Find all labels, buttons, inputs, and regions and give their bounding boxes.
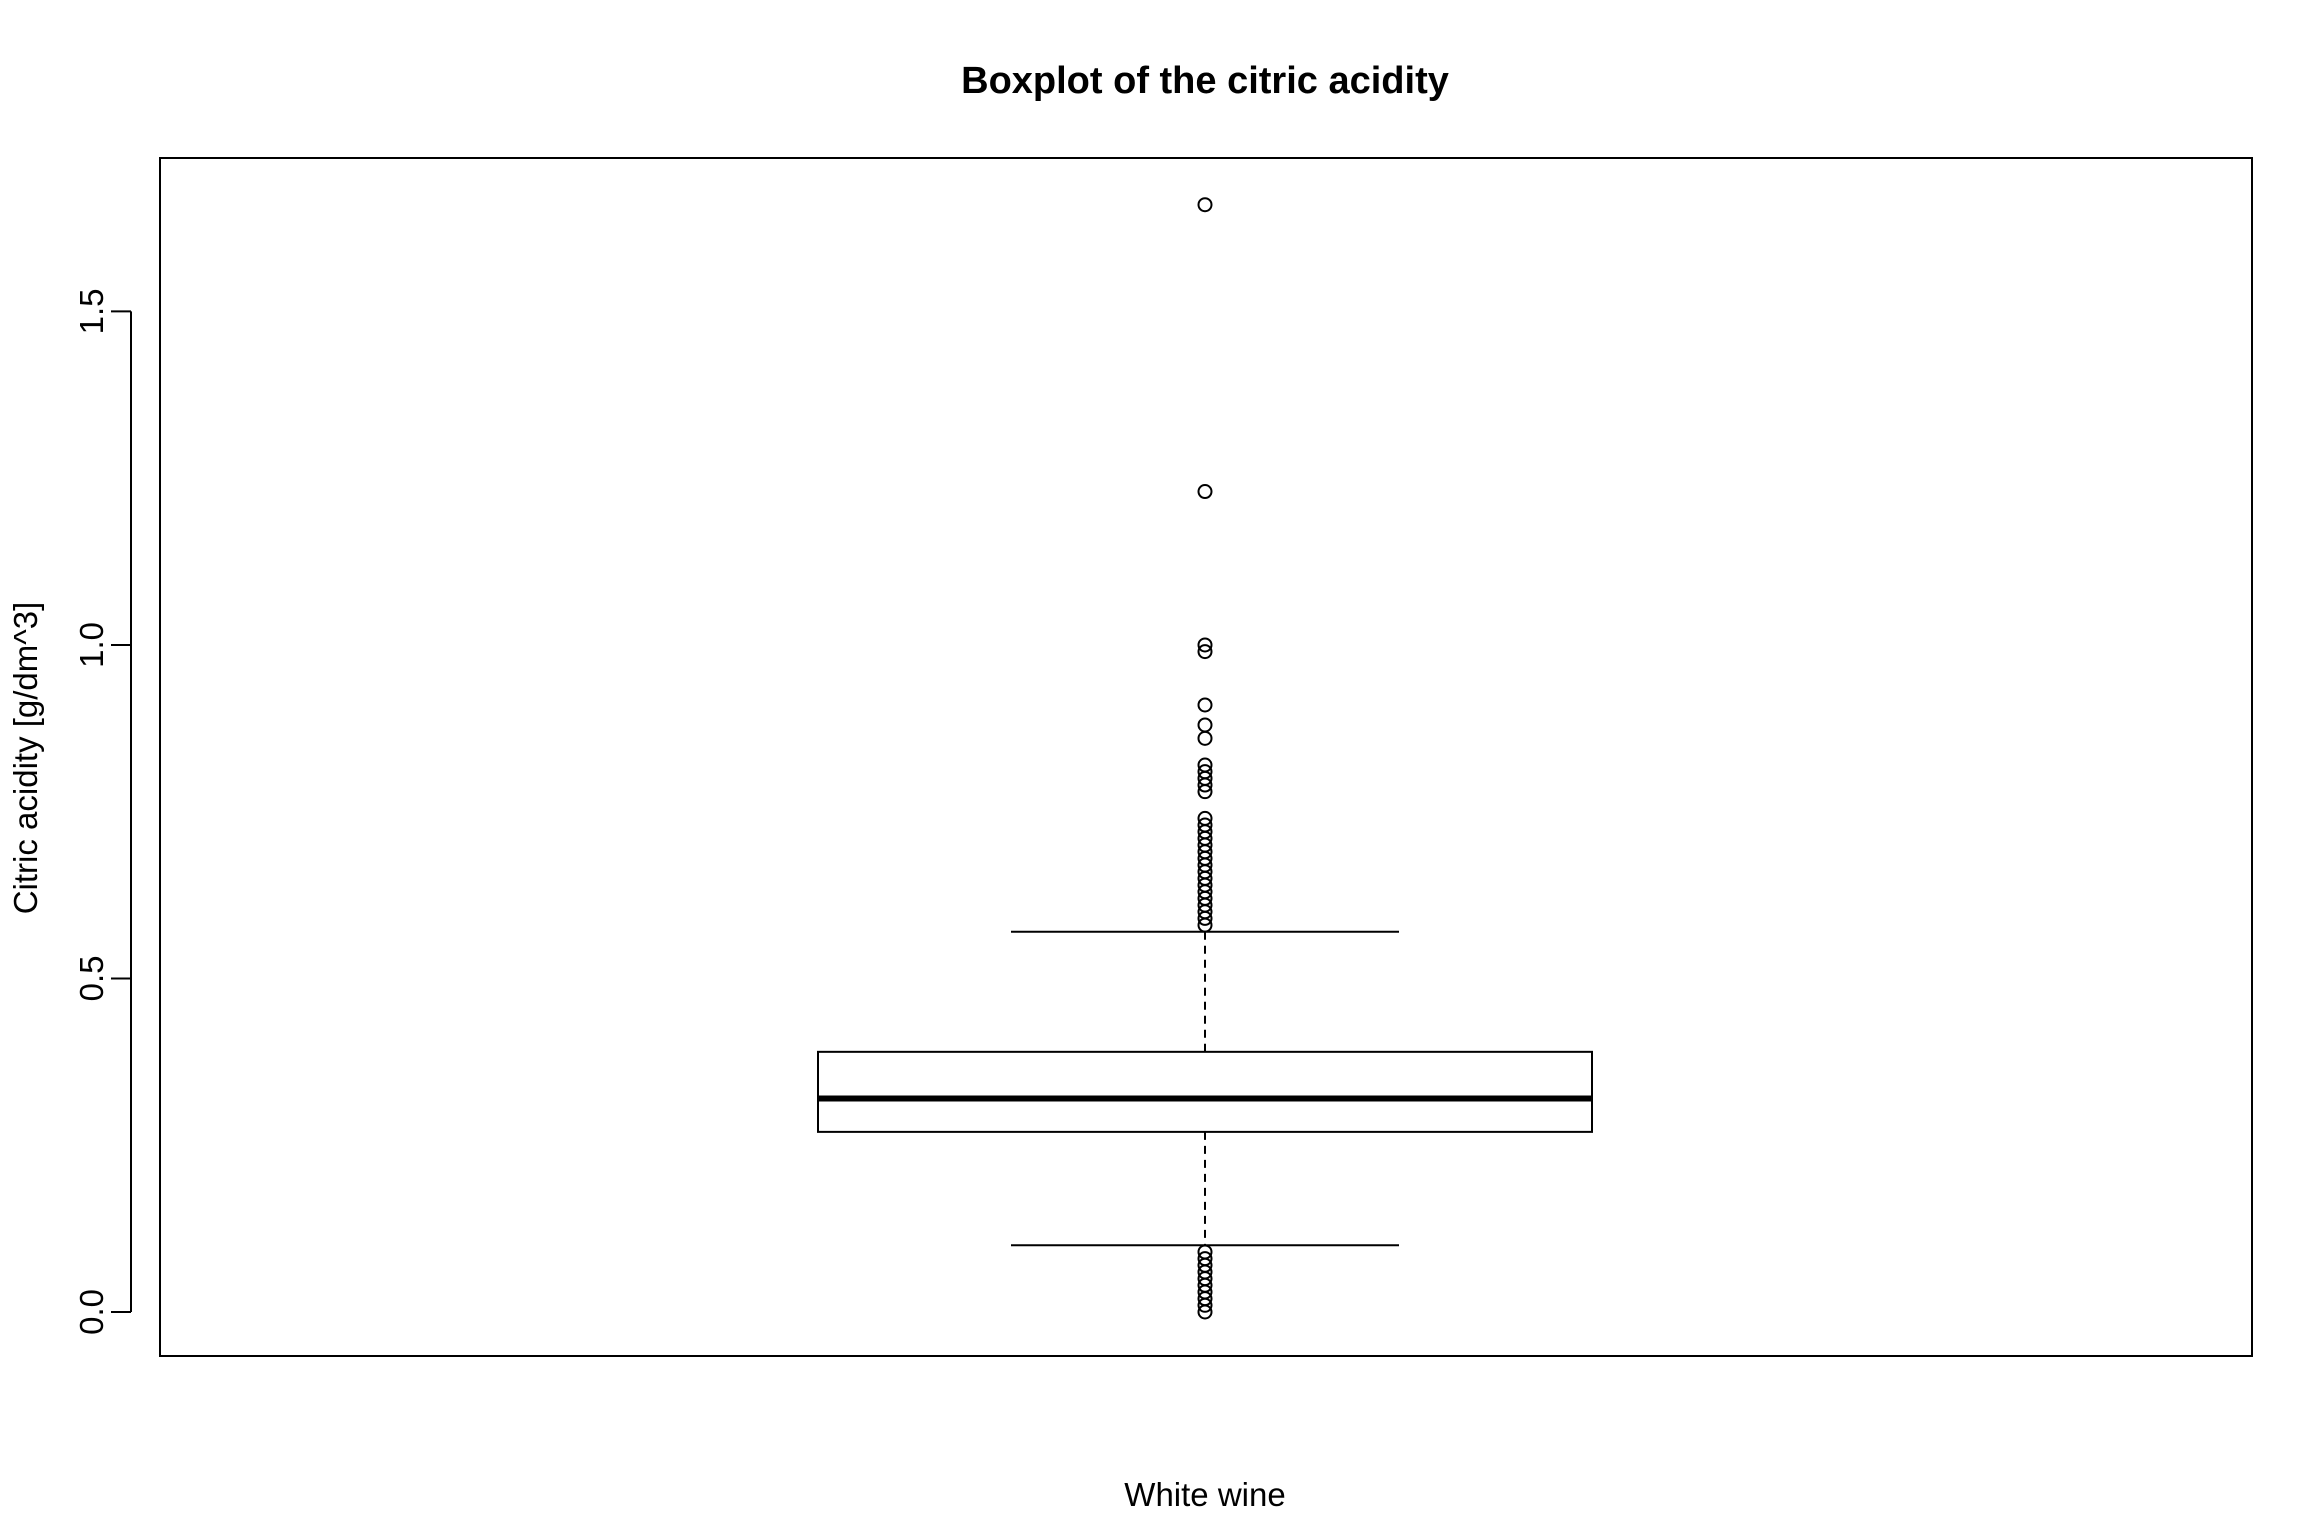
outlier-point — [1197, 484, 1213, 500]
y-axis-label: Citric acidity [g/dm^3] — [7, 602, 44, 915]
y-tick-label: 1.5 — [73, 288, 110, 334]
outlier-point — [1197, 810, 1213, 826]
outlier-point — [1197, 697, 1213, 713]
outlier-point — [1197, 764, 1213, 780]
outlier-point — [1197, 637, 1213, 653]
outlier-point — [1197, 730, 1213, 746]
outlier-group — [1197, 197, 1213, 1320]
y-tick-label: 0.0 — [73, 1289, 110, 1335]
x-axis-label: White wine — [1124, 1476, 1285, 1513]
outlier-point — [1197, 717, 1213, 733]
iqr-box — [817, 1050, 1593, 1133]
plot-frame — [159, 157, 2253, 1357]
outlier-point — [1197, 644, 1213, 660]
y-tick-label: 0.5 — [73, 956, 110, 1002]
box-group — [817, 930, 1593, 1247]
outlier-point — [1197, 1251, 1213, 1267]
outlier-point — [1197, 817, 1213, 833]
outlier-point — [1197, 197, 1213, 213]
chart-title: Boxplot of the citric acidity — [961, 60, 1449, 102]
y-tick-label: 1.0 — [73, 622, 110, 668]
outlier-point — [1197, 1244, 1213, 1260]
y-axis: 0.0 0.5 1.0 1.5 — [73, 288, 132, 1335]
outlier-point — [1197, 757, 1213, 773]
